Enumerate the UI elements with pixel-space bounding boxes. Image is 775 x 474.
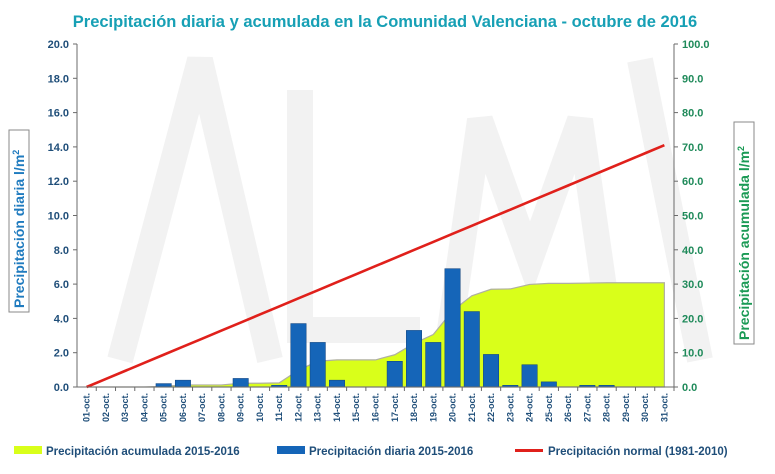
left-y-label-text: Precipitación diaria l/m (11, 155, 27, 308)
legend-label-normal: Precipitación normal (1981-2010) (548, 446, 728, 458)
left-y-tick-label: 8.0 (54, 245, 69, 257)
x-tick-labels: 01-oct. 02-oct. 03-oct. 04-oct. 05-oct. 06-oc… (82, 393, 670, 422)
right-y-axis-label: Precipitación acumulada l/m2 (733, 121, 755, 345)
legend-label-accumulated: Precipitación acumulada 2015-2016 (46, 446, 240, 458)
x-tick-label: 24-oct. (525, 393, 535, 422)
legend-swatch-daily (277, 446, 305, 454)
bar-19-oct. (425, 342, 442, 388)
bar-13-oct. (309, 342, 326, 388)
svg-text:Precipitación acumulada l/m2: Precipitación acumulada l/m2 (736, 146, 752, 340)
left-y-tick-label: 4.0 (54, 313, 69, 325)
right-y-tick-label: 40.0 (682, 245, 703, 257)
bar-12-oct. (290, 323, 307, 388)
x-tick-label: 17-oct. (390, 393, 400, 422)
bar-22-oct. (483, 354, 500, 388)
legend-item-accumulated: Precipitación acumulada 2015-2016 (14, 446, 240, 458)
legend-item-normal: Precipitación normal (1981-2010) (515, 446, 728, 458)
bar-24-oct. (521, 364, 538, 388)
legend-item-daily: Precipitación diaria 2015-2016 (277, 446, 473, 458)
x-tick-label: 29-oct. (621, 393, 631, 422)
x-tick-label: 08-oct. (216, 393, 226, 422)
x-tick-label: 26-oct. (563, 393, 573, 422)
legend-swatch-normal (515, 449, 543, 452)
bar-09-oct. (232, 378, 249, 388)
right-y-tick-label: 100.0 (682, 39, 710, 51)
left-y-axis-label: Precipitación diaria l/m2 (8, 129, 30, 313)
right-y-tick-labels: 0.0 10.0 20.0 30.0 40.0 50.0 60.0 70.0 80.0 90.0 1… (682, 39, 710, 394)
x-tick-label: 03-oct. (120, 393, 130, 422)
x-tick-label: 25-oct. (544, 393, 554, 422)
x-tick-label: 13-oct. (313, 393, 323, 422)
x-tick-label: 27-oct. (582, 393, 592, 422)
x-tick-label: 22-oct. (486, 393, 496, 422)
legend-label-daily: Precipitación diaria 2015-2016 (309, 446, 473, 458)
x-tick-label: 12-oct. (293, 393, 303, 422)
bar-14-oct. (329, 379, 345, 388)
normal-precipitation-line (86, 143, 665, 389)
x-tick-label: 28-oct. (602, 393, 612, 422)
bar-25-oct. (540, 381, 557, 388)
left-y-tick-label: 16.0 (48, 108, 69, 120)
bar-18-oct. (406, 330, 422, 388)
chart-title: Precipitación diaria y acumulada en la C… (73, 13, 697, 31)
x-tick-label: 19-oct. (428, 393, 438, 422)
x-tick-label: 01-oct. (82, 393, 92, 422)
right-y-tick-label: 30.0 (682, 279, 703, 291)
left-y-tick-labels: 0.0 2.0 4.0 6.0 8.0 10.0 12.0 14.0 16.0 18.0 20.0 (48, 39, 69, 394)
left-y-tick-label: 0.0 (54, 382, 69, 394)
left-y-tick-label: 18.0 (48, 73, 69, 85)
legend: Precipitación acumulada 2015-2016 Precip… (14, 446, 728, 458)
x-tick-label: 14-oct. (332, 393, 342, 422)
right-y-tick-label: 20.0 (682, 313, 703, 325)
right-y-tick-label: 60.0 (682, 176, 703, 188)
x-tick-label: 30-oct. (640, 393, 650, 422)
svg-text:Precipitación diaria l/m2: Precipitación diaria l/m2 (11, 150, 27, 308)
bar-21-oct. (463, 311, 480, 388)
x-tick-label: 23-oct. (505, 393, 515, 422)
right-y-tick-label: 0.0 (682, 382, 697, 394)
left-y-label-superscript: 2 (11, 150, 21, 155)
right-y-tick-label: 80.0 (682, 108, 703, 120)
accumulated-area-layer (86, 282, 665, 388)
bar-06-oct. (174, 379, 191, 388)
left-y-tick-label: 12.0 (48, 176, 69, 188)
x-tick-label: 21-oct. (467, 393, 477, 422)
watermark-logo (107, 56, 713, 364)
x-tick-label: 05-oct. (159, 393, 169, 422)
axes-layer (73, 43, 678, 391)
x-tick-label: 06-oct. (178, 393, 188, 422)
right-y-label-text: Precipitación acumulada l/m (736, 151, 752, 340)
x-tick-label: 15-oct. (351, 393, 361, 422)
x-tick-label: 18-oct. (409, 393, 419, 422)
x-tick-label: 07-oct. (197, 393, 207, 422)
left-y-tick-label: 2.0 (54, 348, 69, 360)
left-y-tick-label: 14.0 (48, 142, 69, 154)
right-y-tick-label: 50.0 (682, 211, 703, 223)
bar-05-oct. (155, 383, 172, 388)
right-y-tick-label: 10.0 (682, 348, 703, 360)
normal-line-layer (86, 143, 665, 389)
right-y-label-superscript: 2 (736, 146, 746, 151)
x-tick-label: 16-oct. (371, 393, 381, 422)
left-y-tick-label: 6.0 (54, 279, 69, 291)
x-tick-label: 31-oct. (659, 393, 669, 422)
x-tick-label: 20-oct. (448, 393, 458, 422)
x-tick-label: 11-oct. (274, 393, 284, 422)
x-tick-label: 04-oct. (139, 393, 149, 422)
right-y-tick-label: 70.0 (682, 142, 703, 154)
x-tick-label: 09-oct. (236, 393, 246, 422)
legend-swatch-accumulated (14, 446, 42, 454)
accumulated-area (86, 282, 665, 388)
right-y-tick-label: 90.0 (682, 73, 703, 85)
left-y-tick-label: 10.0 (48, 211, 69, 223)
bar-20-oct. (444, 268, 461, 388)
bar-17-oct. (386, 361, 403, 388)
x-tick-label: 10-oct. (255, 393, 265, 422)
x-tick-label: 02-oct. (101, 393, 111, 422)
left-y-tick-label: 20.0 (48, 39, 69, 51)
